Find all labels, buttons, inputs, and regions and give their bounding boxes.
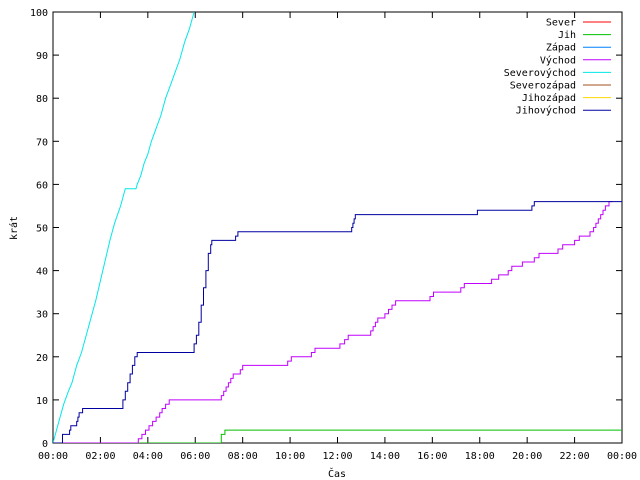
series-line-1 bbox=[53, 429, 622, 443]
x-tick-label: 10:00 bbox=[275, 451, 305, 462]
x-tick-label: 06:00 bbox=[180, 451, 210, 462]
x-tick-label: 00:00 bbox=[607, 451, 637, 462]
x-tick-label: 22:00 bbox=[560, 451, 590, 462]
y-tick-label: 20 bbox=[36, 353, 48, 364]
legend-label: Západ bbox=[546, 42, 576, 54]
x-tick-label: 00:00 bbox=[38, 451, 68, 462]
series-line-3 bbox=[53, 201, 613, 443]
x-tick-label: 02:00 bbox=[85, 451, 115, 462]
legend-label: Severovýchod bbox=[504, 67, 576, 79]
x-axis-label: Čas bbox=[328, 467, 346, 480]
y-tick-label: 10 bbox=[36, 396, 48, 407]
legend-label: Východ bbox=[540, 54, 576, 66]
x-tick-label: 18:00 bbox=[465, 451, 495, 462]
legend: SeverJihZápadVýchodSeverovýchodSeverozáp… bbox=[504, 18, 611, 117]
y-tick-label: 70 bbox=[36, 137, 48, 148]
y-tick-label: 80 bbox=[36, 94, 48, 105]
x-tick-label: 08:00 bbox=[228, 451, 258, 462]
x-tick-label: 14:00 bbox=[370, 451, 400, 462]
y-tick-label: 0 bbox=[42, 439, 48, 450]
legend-label: Sever bbox=[546, 18, 576, 29]
x-axis: 00:00 02:00 04:00 06:00 08:00 10:00 12:00 14:00… bbox=[38, 12, 637, 462]
x-tick-label: 16:00 bbox=[417, 451, 447, 462]
y-axis: 0 10 20 30 40 50 60 70 80 90 100 bbox=[30, 8, 622, 450]
y-tick-label: 30 bbox=[36, 310, 48, 321]
legend-label: Severozápad bbox=[510, 80, 576, 92]
y-tick-label: 50 bbox=[36, 224, 48, 235]
series-line-7 bbox=[53, 201, 622, 443]
y-tick-label: 60 bbox=[36, 180, 48, 191]
y-axis-label: krát bbox=[8, 216, 20, 240]
x-tick-label: 20:00 bbox=[512, 451, 542, 462]
x-tick-label: 12:00 bbox=[322, 451, 352, 462]
series-layer bbox=[53, 12, 622, 443]
legend-label: Jihovýchod bbox=[516, 105, 576, 117]
legend-label: Jihozápad bbox=[522, 92, 576, 104]
legend-label: Jih bbox=[558, 30, 576, 41]
y-tick-label: 90 bbox=[36, 51, 48, 62]
y-tick-label: 100 bbox=[30, 8, 48, 19]
x-tick-label: 04:00 bbox=[133, 451, 163, 462]
series-line-4 bbox=[53, 12, 195, 443]
y-tick-label: 40 bbox=[36, 267, 48, 278]
